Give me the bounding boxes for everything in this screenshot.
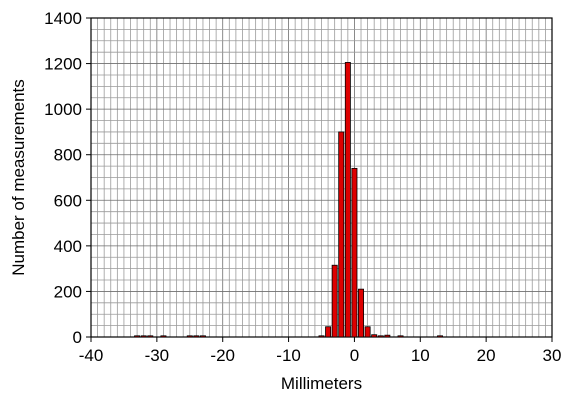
x-axis-title: Millimeters: [281, 374, 362, 393]
y-tick-label: 400: [54, 237, 82, 256]
histogram-bar: [437, 335, 444, 338]
y-axis-ticks: 0 200 400 600 800 1000 1200 1400: [44, 9, 91, 347]
histogram-bar: [397, 335, 404, 338]
histogram-bar: [351, 167, 358, 338]
histogram-bar: [384, 334, 391, 338]
histogram-bar: [193, 335, 200, 338]
histogram-bar: [377, 335, 384, 338]
histogram-bar: [199, 335, 206, 338]
histogram-bar: [331, 264, 338, 338]
x-tick-label: 10: [411, 346, 430, 365]
x-tick-label: -40: [79, 346, 104, 365]
y-tick-label: 1400: [44, 9, 82, 28]
x-tick-label: 30: [543, 346, 562, 365]
histogram-bar: [325, 326, 332, 338]
x-tick-label: 0: [350, 346, 359, 365]
x-tick-label: 20: [477, 346, 496, 365]
histogram-bar: [364, 326, 371, 338]
y-tick-label: 200: [54, 282, 82, 301]
histogram-bar: [140, 335, 147, 338]
y-tick-label: 1000: [44, 100, 82, 119]
histogram-bar: [358, 288, 364, 338]
histogram-bar: [338, 131, 345, 338]
histogram-bar: [186, 335, 193, 338]
histogram-bar: [318, 335, 325, 338]
y-tick-label: 0: [73, 328, 82, 347]
histogram-bar: [344, 62, 351, 338]
y-tick-label: 1200: [44, 55, 82, 74]
x-tick-label: -30: [145, 346, 170, 365]
histogram-bar: [134, 335, 141, 338]
bars-group: [134, 62, 444, 338]
histogram-bar: [160, 335, 167, 338]
x-tick-label: -20: [210, 346, 235, 365]
y-tick-label: 600: [54, 191, 82, 210]
histogram-bar: [147, 335, 154, 338]
histogram-bar: [371, 334, 378, 338]
x-axis-ticks: -40 -30 -20 -10 0 10 20 30: [79, 337, 562, 365]
y-tick-label: 800: [54, 146, 82, 165]
grid-lines: [91, 18, 552, 337]
x-tick-label: -10: [276, 346, 301, 365]
y-axis-title: Number of measurements: [9, 79, 28, 276]
